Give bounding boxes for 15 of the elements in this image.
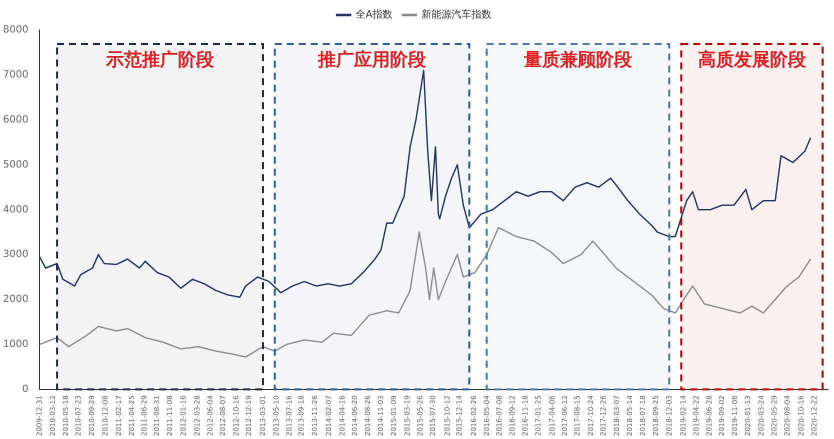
legend-label: 新能源汽车指数 (421, 8, 492, 21)
y-tick-label: 6000 (2, 114, 28, 126)
y-tick-label: 8000 (2, 24, 28, 36)
y-tick-label: 4000 (2, 204, 28, 216)
y-tick-label: 3000 (2, 249, 28, 260)
y-tick-label: 1000 (2, 339, 28, 350)
band-label: 量质兼顾阶段 (522, 50, 633, 70)
band-label: 示范推广阶段 (105, 50, 216, 70)
y-tick-label: 7000 (2, 70, 28, 81)
y-tick-label: 5000 (2, 159, 28, 170)
y-tick-label: 2000 (2, 294, 28, 306)
legend-label: 全A指数 (356, 8, 392, 21)
band-label: 推广应用阶段 (317, 50, 428, 70)
y-tick-label: 0 (22, 384, 28, 395)
band-label: 高质发展阶段 (698, 50, 807, 70)
